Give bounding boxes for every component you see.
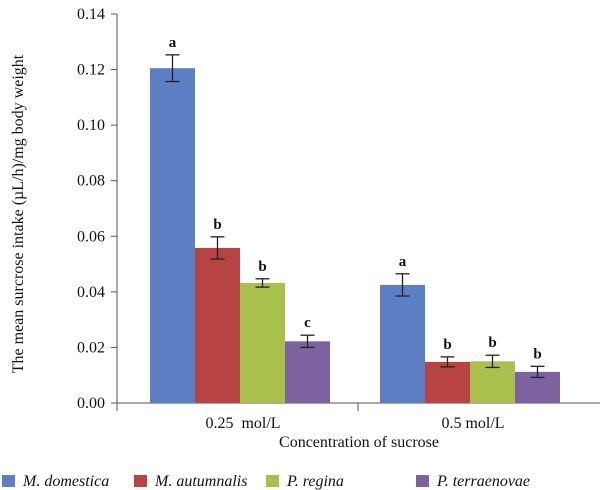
x-category-label: 0.5 mol/L — [441, 415, 504, 432]
legend-label: M. autumnalis — [154, 473, 247, 490]
bar — [285, 341, 330, 403]
bars — [150, 68, 560, 404]
x-category-label: 0.25 mol/L — [205, 415, 280, 432]
bar — [425, 361, 470, 403]
y-tick-label: 0.10 — [77, 117, 105, 134]
significance-letter: c — [304, 315, 311, 331]
significance-letter: a — [399, 254, 407, 270]
legend-label: P. regina — [286, 473, 344, 490]
legend-label: P. terraenovae — [436, 473, 530, 490]
y-tick-label: 0.08 — [77, 173, 105, 190]
x-axis-category-labels: 0.25 mol/L 0.5 mol/L — [205, 415, 504, 432]
significance-letter: b — [533, 346, 541, 362]
legend-swatch — [416, 475, 429, 487]
error-bars — [165, 54, 545, 379]
x-axis-title: Concentration of sucrose — [279, 434, 439, 451]
legend-swatch — [134, 475, 147, 487]
y-tick-label: 0.12 — [77, 62, 105, 79]
significance-letter: b — [213, 217, 221, 233]
bar — [150, 68, 195, 404]
y-tick-label: 0.06 — [77, 228, 105, 245]
bar — [195, 247, 240, 403]
legend: M. domestica M. autumnalis P. regina P. ter… — [2, 473, 530, 490]
legend-swatch — [2, 475, 15, 487]
significance-letter: b — [488, 335, 496, 351]
y-axis-ticks: 0.00 0.02 0.04 0.06 0.08 0.10 0.12 0.14 — [77, 6, 117, 412]
bar — [380, 284, 425, 403]
y-tick-label: 0.14 — [77, 6, 105, 23]
significance-letters: a b b c a b b b — [169, 35, 542, 362]
significance-letter: b — [258, 259, 266, 275]
significance-letter: a — [169, 35, 177, 51]
legend-swatch — [266, 475, 279, 487]
y-tick-label: 0.02 — [77, 339, 105, 356]
significance-letter: b — [443, 337, 451, 353]
y-axis-title: The mean surcrose intake (µL/h)/mg body … — [10, 54, 27, 373]
y-tick-label: 0.00 — [77, 395, 105, 412]
y-tick-label: 0.04 — [77, 284, 105, 301]
legend-label: M. domestica — [22, 473, 109, 490]
bar — [240, 282, 285, 403]
bar — [470, 361, 515, 403]
